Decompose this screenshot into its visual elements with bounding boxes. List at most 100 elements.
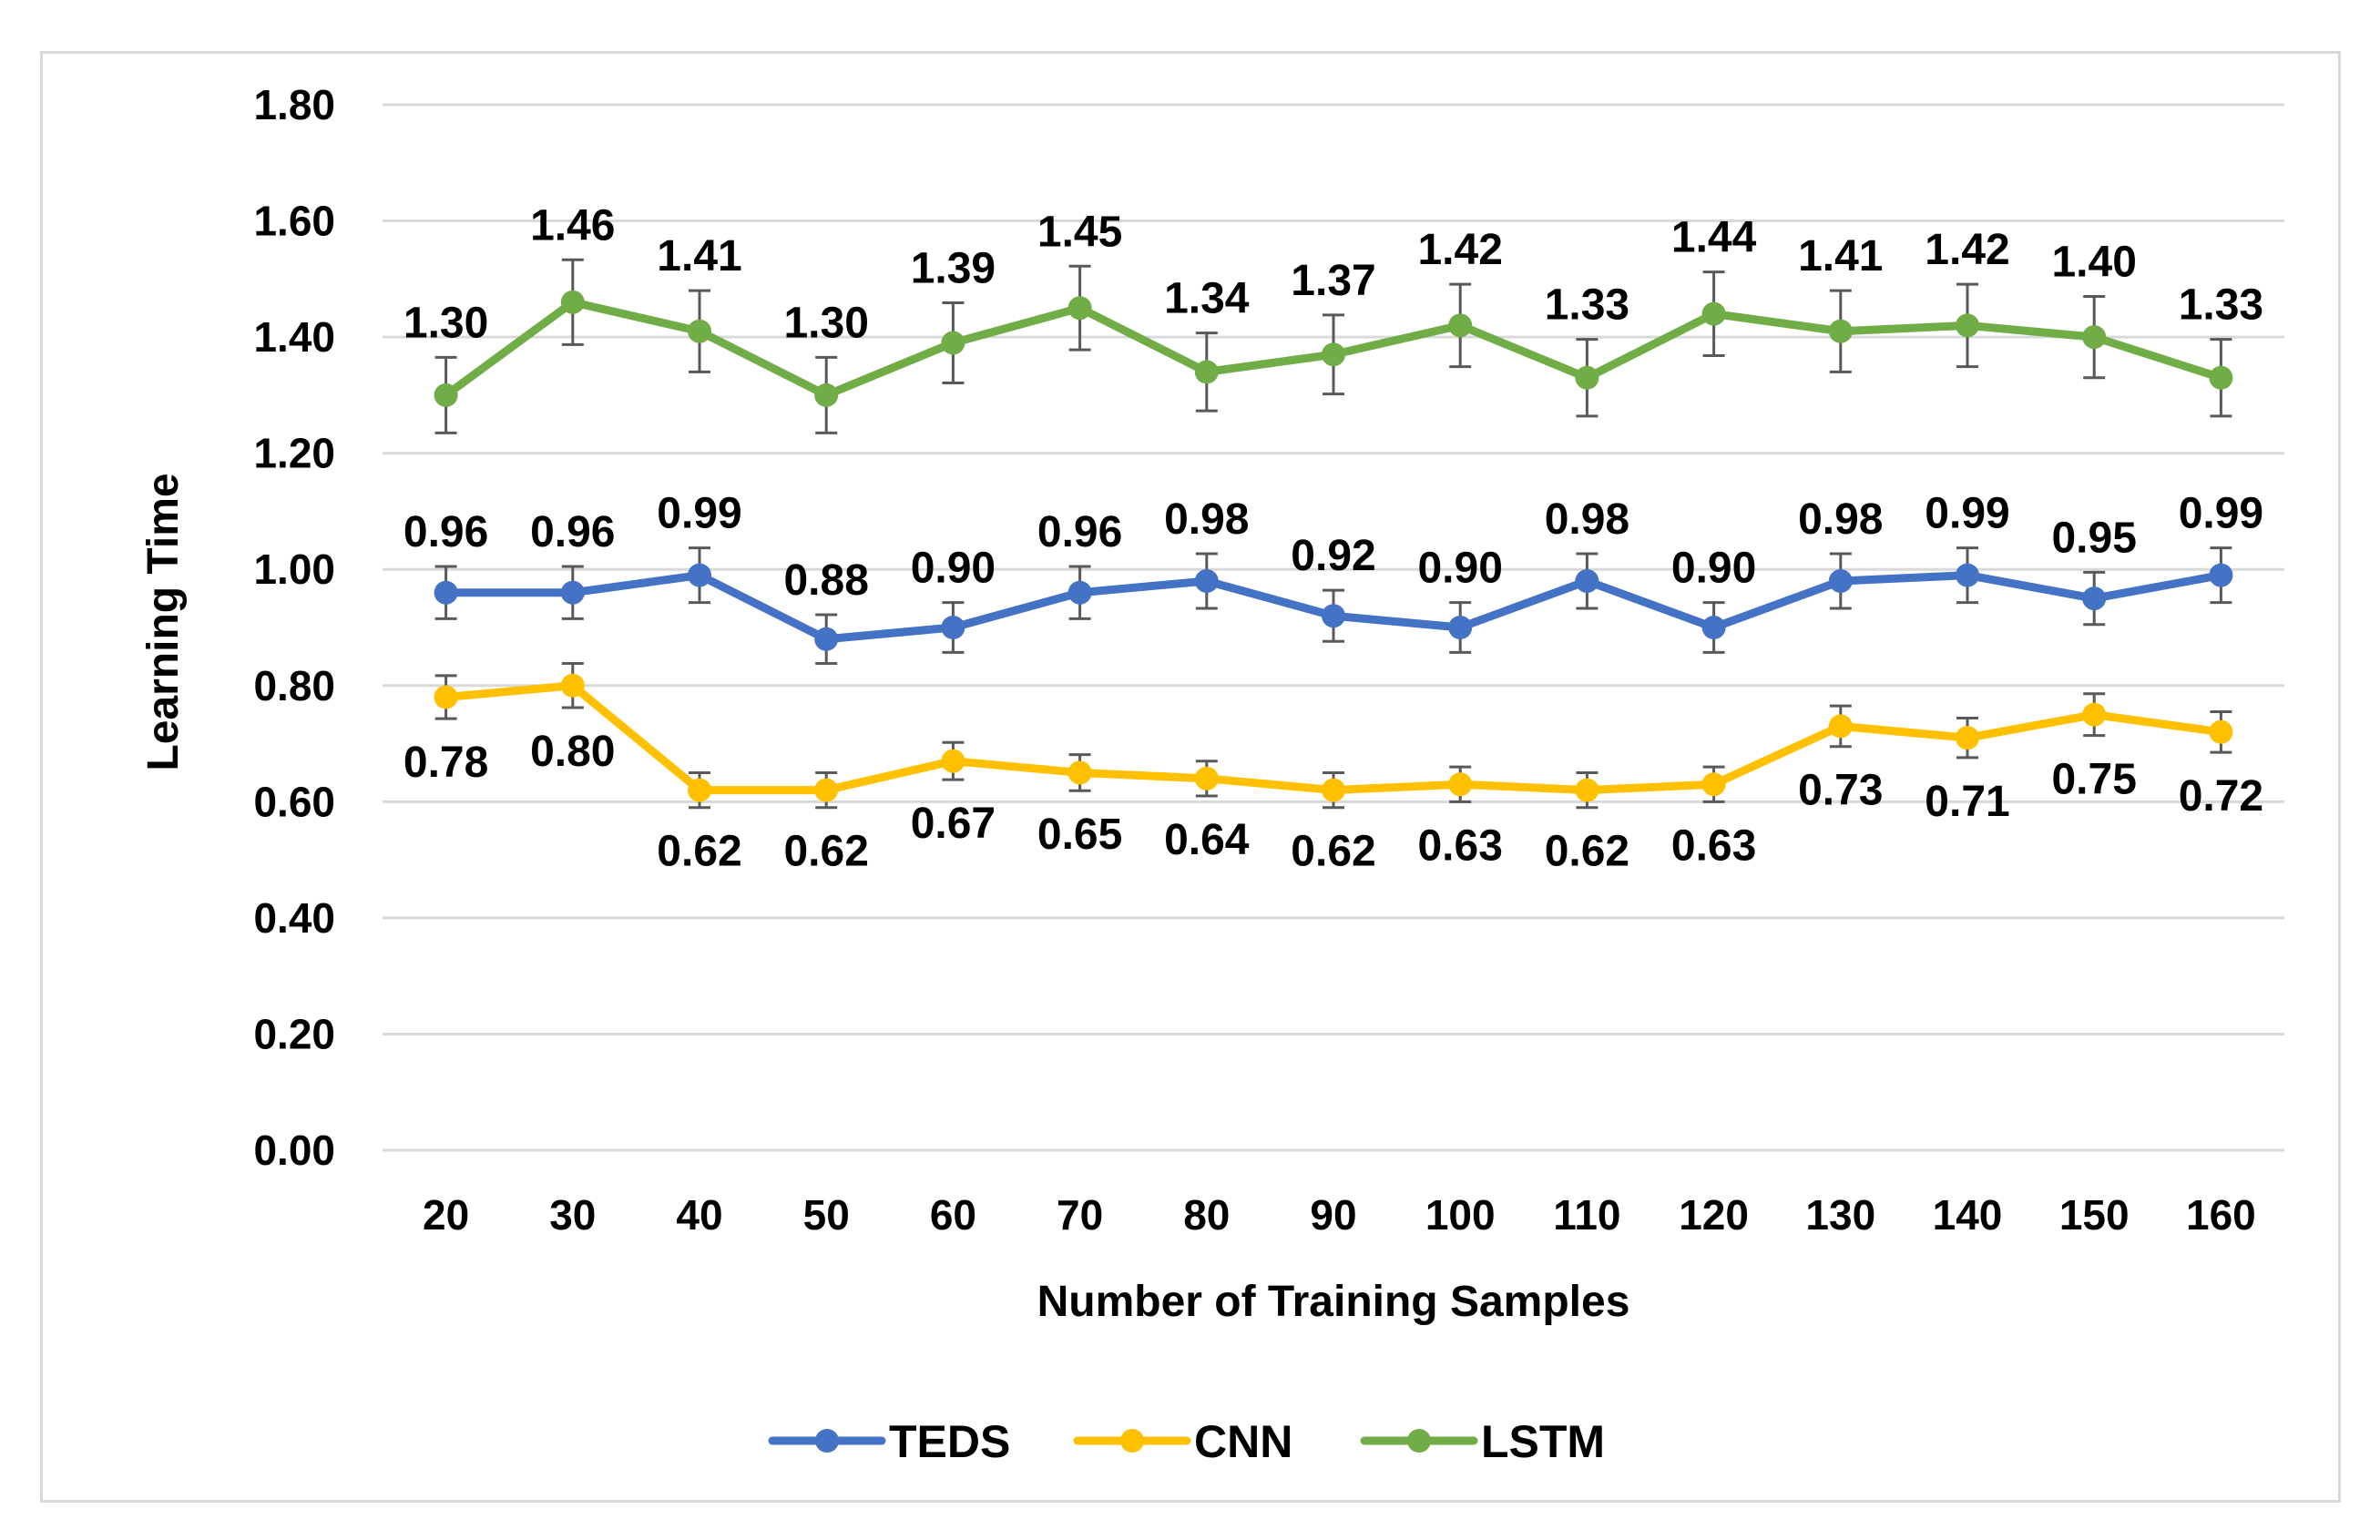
y-tick-label: 1.40 [253,313,335,361]
lstm-data-label: 1.41 [657,232,741,280]
teds-point [1067,580,1092,605]
cnn-data-label: 0.71 [1925,778,2009,826]
cnn-point [1067,760,1092,785]
teds-point [1322,604,1345,628]
cnn-point [688,778,711,802]
teds-data-label: 0.90 [1417,545,1502,593]
teds-point [1448,616,1473,639]
cnn-point [434,685,458,709]
lstm-data-label: 1.33 [2179,281,2263,330]
teds-data-label: 0.96 [1037,508,1122,556]
lstm-data-label: 1.39 [911,244,996,292]
teds-data-label: 0.99 [657,490,741,538]
teds-data-label: 0.96 [403,508,488,556]
teds-point [814,627,839,651]
cnn-data-label: 0.65 [1037,811,1122,859]
legend-item-teds: TEDS [768,1416,1010,1467]
lstm-point [1322,342,1345,367]
teds-point [1575,568,1599,593]
y-tick-label: 1.80 [253,81,335,128]
x-tick-label: 100 [1425,1191,1496,1239]
teds-point [2082,586,2107,611]
cnn-point [1828,714,1853,739]
x-tick-label: 160 [2186,1191,2256,1239]
x-tick-label: 120 [1679,1191,1749,1239]
teds-data-label: 0.90 [911,545,996,593]
teds-point [434,580,458,605]
x-tick-label: 20 [423,1191,469,1239]
cnn-data-label: 0.72 [2179,772,2263,821]
x-tick-label: 60 [930,1191,976,1239]
lstm-data-label: 1.37 [1291,257,1375,305]
cnn-point [1956,726,1979,750]
teds-point [1701,616,1726,639]
y-tick-label: 0.60 [253,778,335,825]
teds-point [1956,563,1979,587]
legend-swatch-marker [815,1429,839,1453]
x-tick-label: 50 [803,1191,850,1239]
teds-data-label: 0.96 [530,508,615,556]
lstm-data-label: 1.42 [1417,226,1502,274]
cnn-data-label: 0.62 [1545,828,1629,876]
teds-point [2209,563,2233,587]
legend-label: LSTM [1481,1416,1605,1467]
cnn-point [814,778,839,802]
teds-point [688,563,711,587]
lstm-point [1448,313,1473,338]
teds-point [1828,568,1853,593]
lstm-data-label: 1.30 [403,299,488,347]
lstm-point [1194,360,1219,384]
legend-item-cnn: CNN [1073,1416,1292,1467]
teds-point [1194,568,1219,593]
lstm-data-label: 1.42 [1925,226,2009,274]
legend-label: CNN [1194,1416,1292,1467]
lstm-point [560,290,585,314]
teds-data-label: 0.92 [1291,532,1375,580]
legend-swatch-marker [1120,1429,1144,1453]
y-tick-label: 1.20 [253,430,335,477]
lstm-data-label: 1.41 [1798,232,1883,280]
series-cnn [434,662,2233,810]
lstm-point [2082,325,2107,350]
cnn-data-label: 0.62 [783,828,868,876]
y-tick-label: 0.00 [253,1127,335,1174]
cnn-data-label: 0.64 [1164,816,1250,864]
x-tick-label: 110 [1553,1191,1620,1239]
cnn-data-label: 0.63 [1417,821,1502,870]
x-tick-label: 80 [1183,1191,1230,1239]
legend-swatch-marker [1407,1429,1431,1453]
legend-label: TEDS [889,1416,1010,1467]
legend: TEDS CNN LSTM [768,1416,1605,1467]
cnn-point [1701,772,1726,797]
y-tick-label: 1.00 [253,546,335,593]
x-tick-label: 130 [1805,1191,1875,1239]
lstm-data-label: 1.40 [2051,238,2136,286]
y-tick-label: 0.40 [253,894,335,942]
lstm-data-label: 1.46 [530,201,615,250]
teds-data-label: 0.99 [2179,490,2263,538]
cnn-point [2209,719,2233,744]
y-tick-label: 0.80 [253,662,335,709]
lstm-point [2209,365,2233,390]
lstm-data-label: 1.34 [1164,275,1250,323]
data-labels: 0.96 0.96 0.99 0.88 0.90 0.96 0.98 0.92 0.90 0.98… [403,201,2263,875]
series-teds [434,546,2233,666]
lstm-point [1067,296,1092,321]
cnn-point [560,673,585,698]
y-tick-label: 0.20 [253,1010,335,1057]
lstm-point [1956,313,1979,338]
teds-data-label: 0.98 [1164,495,1249,544]
x-axis-ticks: 20 30 40 50 60 70 80 90 100 110 120 130 140 150 160 [423,1191,2256,1239]
cnn-data-label: 0.73 [1798,767,1883,815]
cnn-data-label: 0.75 [2051,756,2136,804]
lstm-point [688,319,711,343]
teds-data-label: 0.98 [1798,495,1883,544]
x-tick-label: 150 [2059,1191,2130,1239]
cnn-data-label: 0.63 [1671,821,1756,870]
cnn-point [1448,772,1473,797]
teds-data-label: 0.98 [1545,495,1629,544]
cnn-data-label: 0.62 [657,828,741,876]
x-tick-label: 70 [1057,1191,1103,1239]
x-tick-label: 30 [549,1191,596,1239]
